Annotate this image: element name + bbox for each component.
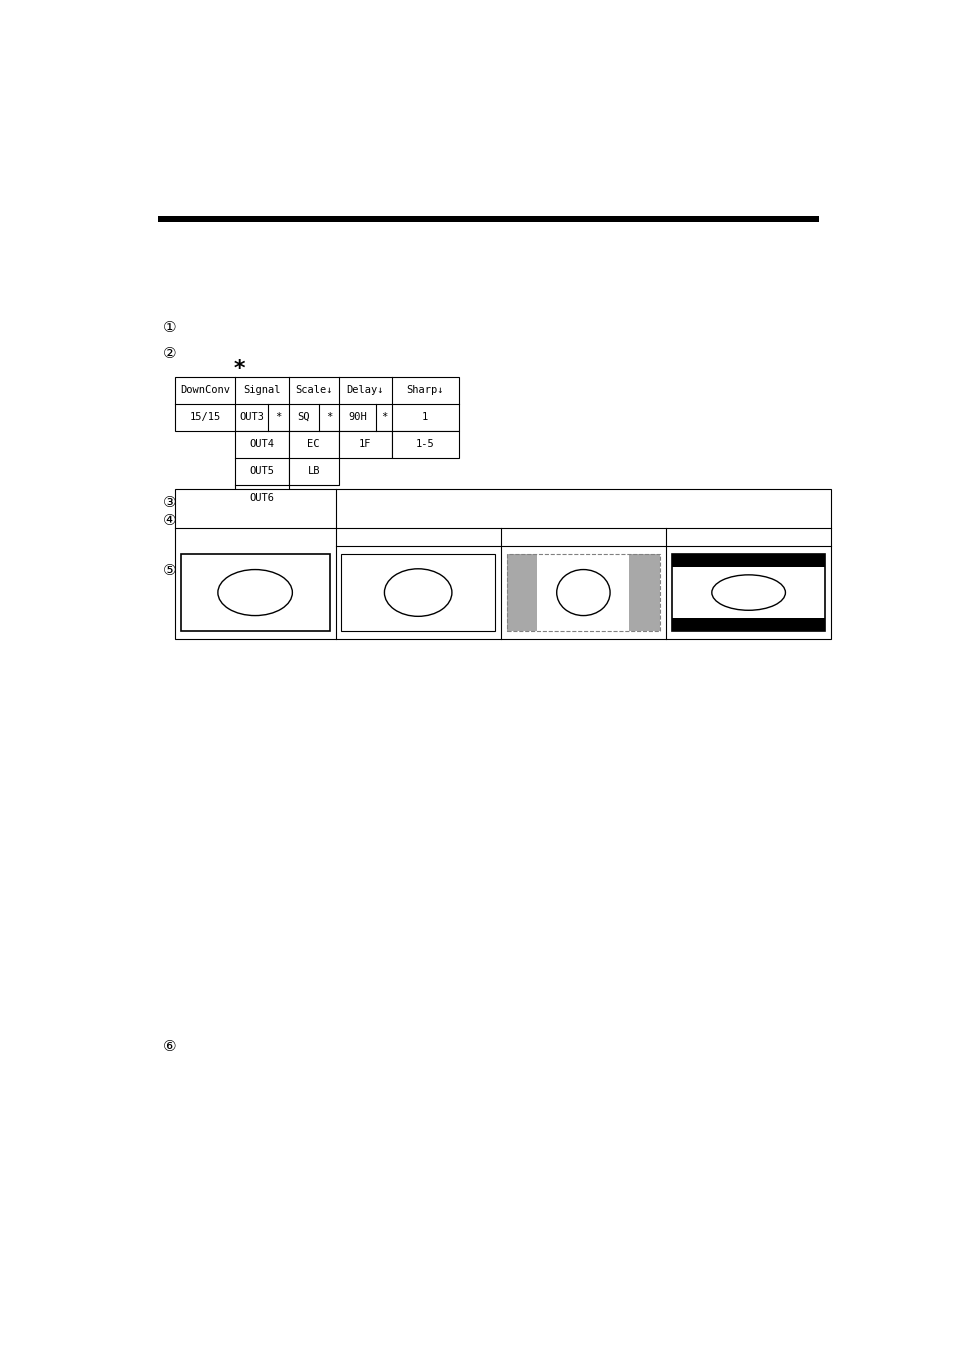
Bar: [506, 554, 659, 631]
Text: OUT4: OUT4: [249, 439, 274, 449]
Bar: [235, 430, 288, 511]
Text: *: *: [380, 412, 387, 422]
Text: Sharp↓: Sharp↓: [406, 386, 444, 395]
Text: *: *: [233, 360, 246, 379]
Bar: [671, 617, 824, 631]
Text: ③: ③: [163, 495, 176, 510]
Bar: [341, 554, 495, 631]
Text: *: *: [275, 412, 281, 422]
Bar: [506, 554, 537, 631]
Text: SQ: SQ: [297, 412, 310, 422]
Text: ④: ④: [163, 514, 176, 528]
Bar: [158, 216, 819, 222]
Text: 90H: 90H: [348, 412, 367, 422]
Bar: [671, 554, 824, 568]
Text: LB: LB: [307, 466, 319, 476]
Bar: [174, 489, 830, 639]
Bar: [629, 554, 659, 631]
Ellipse shape: [711, 574, 784, 611]
Text: Scale↓: Scale↓: [294, 386, 332, 395]
Text: Signal: Signal: [243, 386, 280, 395]
Ellipse shape: [557, 570, 610, 616]
Text: ①: ①: [163, 321, 176, 336]
Text: 1F: 1F: [359, 439, 372, 449]
Text: EC: EC: [307, 439, 319, 449]
Bar: [180, 554, 330, 631]
Text: ⑥: ⑥: [163, 1038, 176, 1054]
Bar: [392, 430, 458, 457]
Ellipse shape: [217, 570, 292, 616]
Bar: [671, 554, 824, 631]
Text: OUT3: OUT3: [239, 412, 264, 422]
Text: DownConv: DownConv: [180, 386, 230, 395]
Bar: [338, 430, 392, 457]
Text: ⑤: ⑤: [163, 563, 176, 578]
Text: ②: ②: [163, 346, 176, 361]
Text: 1: 1: [422, 412, 428, 422]
Bar: [671, 554, 824, 631]
Bar: [174, 376, 458, 430]
Text: 1-5: 1-5: [416, 439, 435, 449]
Text: 15/15: 15/15: [190, 412, 220, 422]
Text: *: *: [325, 412, 332, 422]
Bar: [537, 554, 629, 631]
Text: Delay↓: Delay↓: [346, 386, 384, 395]
Text: OUT5: OUT5: [249, 466, 274, 476]
Text: OUT6: OUT6: [249, 493, 274, 503]
Bar: [288, 430, 338, 484]
Ellipse shape: [384, 569, 452, 616]
